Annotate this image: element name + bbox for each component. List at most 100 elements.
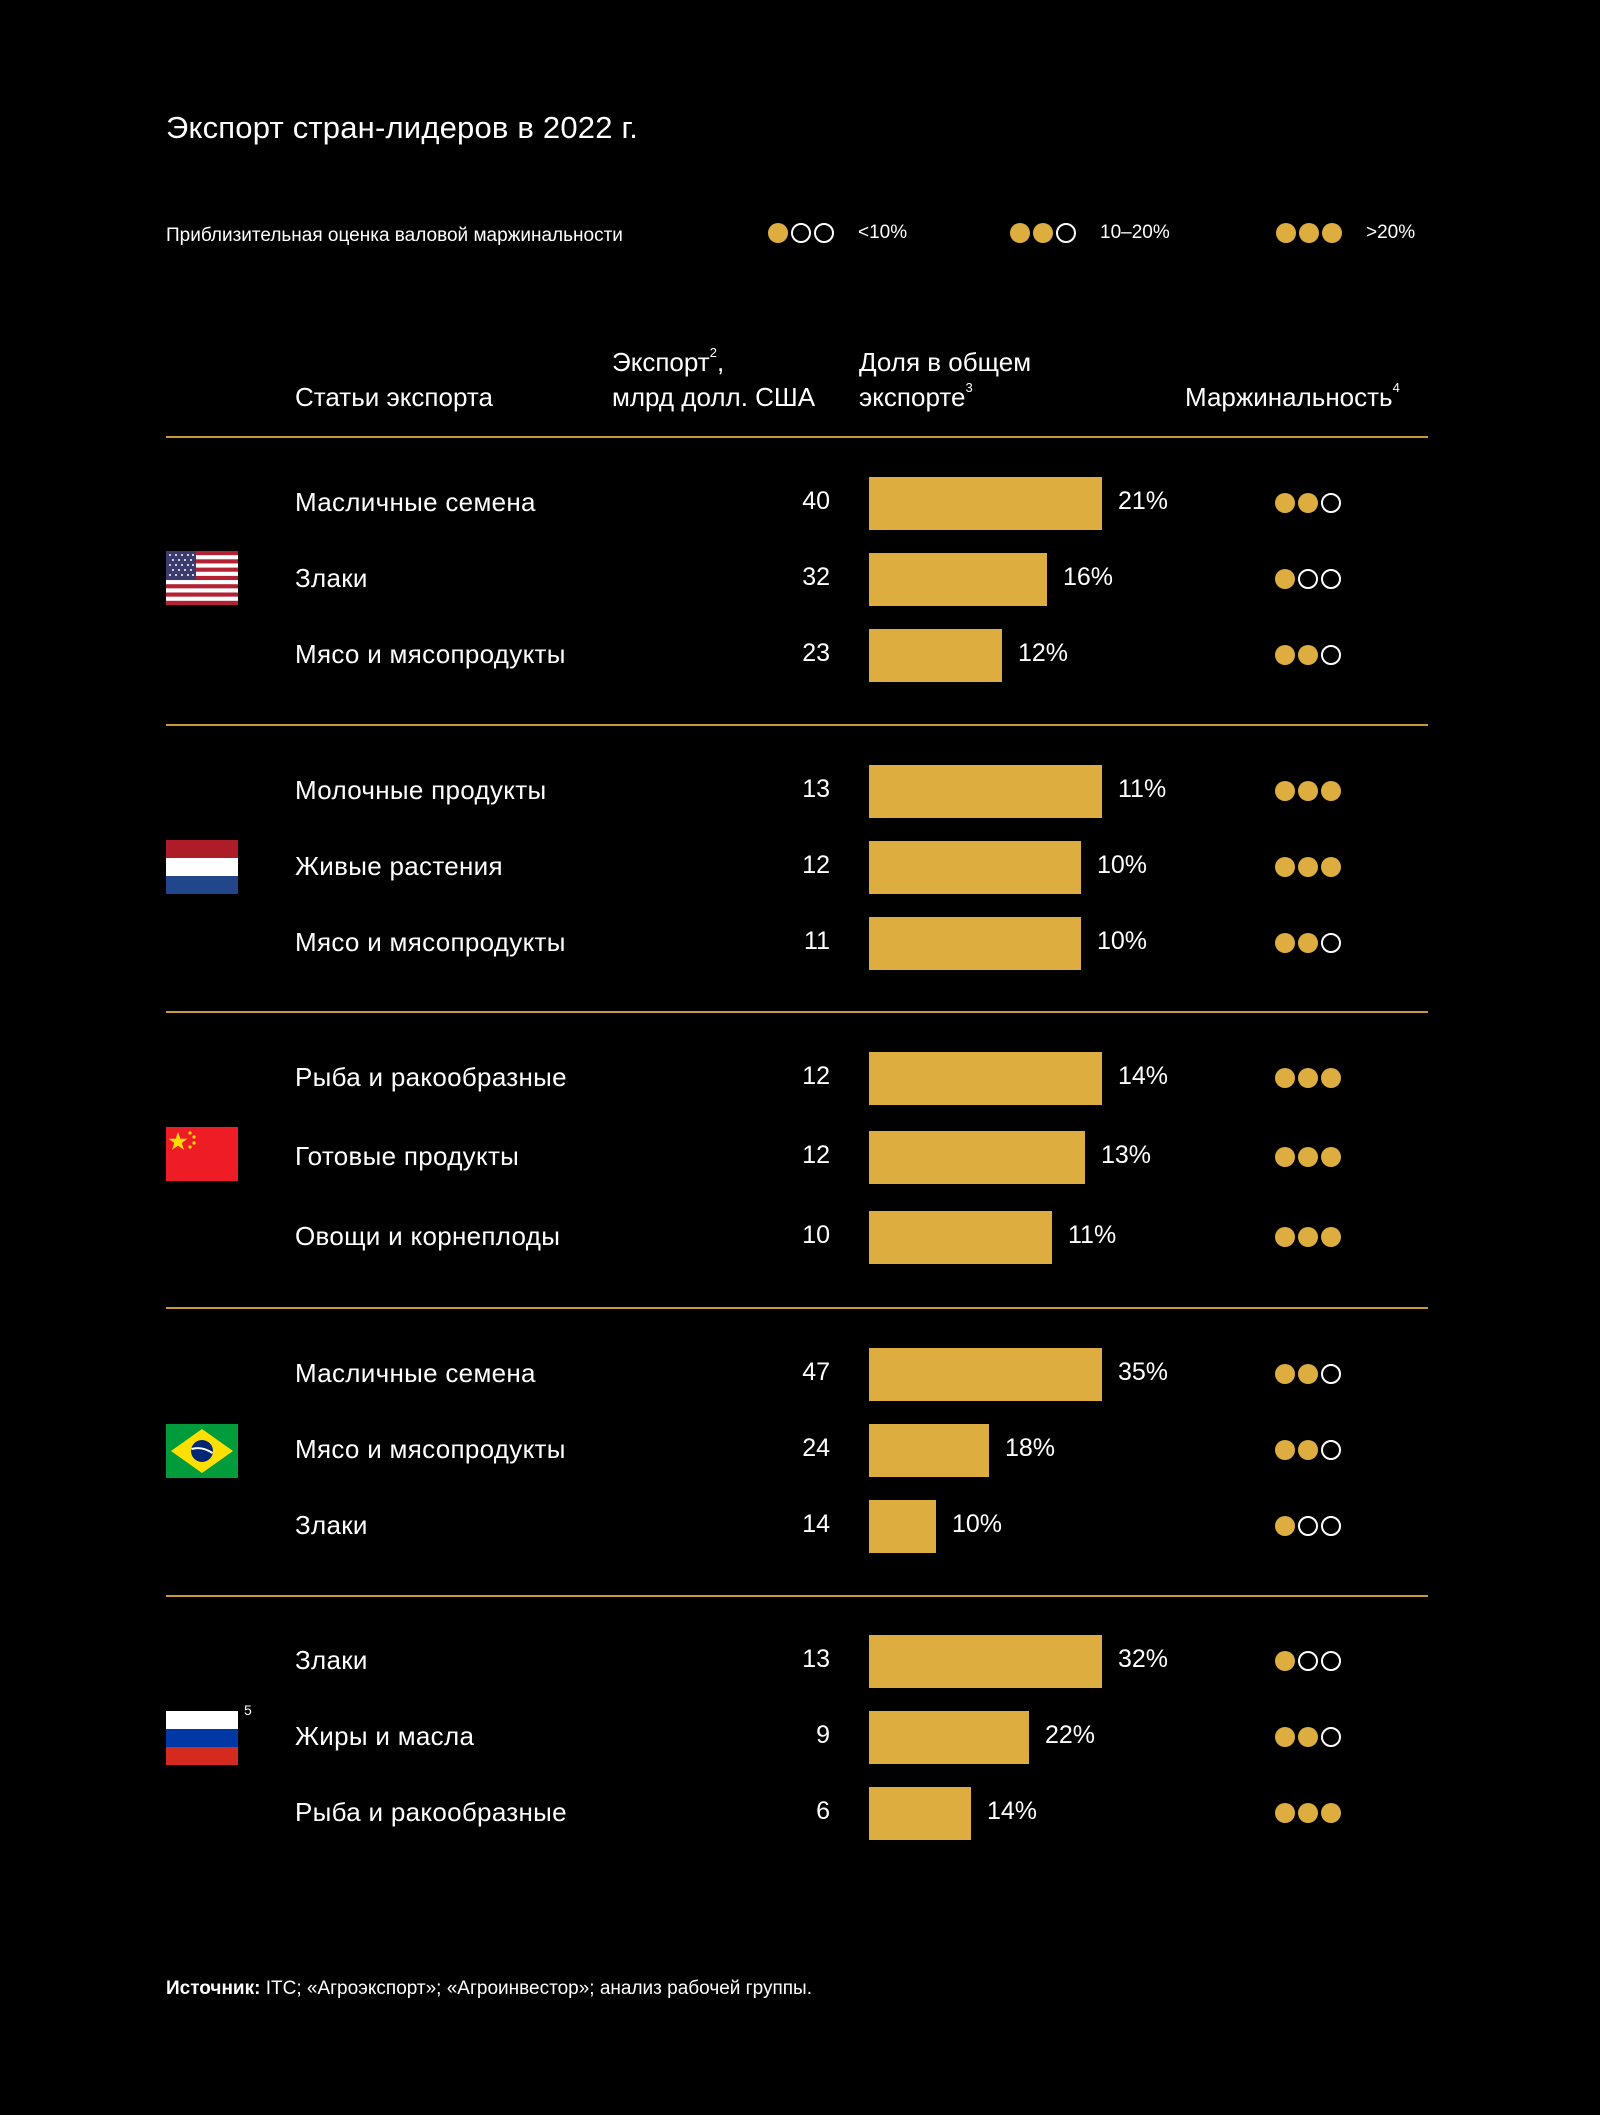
margin-dot-filled <box>1298 933 1318 953</box>
margin-dot-filled <box>1298 1803 1318 1823</box>
share-bar <box>869 1052 1102 1105</box>
export-value: 12 <box>802 1141 830 1169</box>
export-item-label: Злаки <box>295 1510 368 1540</box>
share-bar <box>869 1424 989 1477</box>
netherlands-flag-icon <box>166 840 238 894</box>
share-bar <box>869 1635 1102 1688</box>
margin-dot-empty <box>1321 645 1341 665</box>
export-item-label: Молочные продукты <box>295 775 547 805</box>
margin-dots-icon <box>1275 1516 1341 1536</box>
russia-flag-icon <box>166 1711 238 1765</box>
share-bar <box>869 1131 1085 1184</box>
header-share: Доля в общем экспорте3 <box>859 347 1032 412</box>
margin-dot-filled <box>1298 1364 1318 1384</box>
share-bar <box>869 841 1081 894</box>
margin-dot-filled <box>1275 1803 1295 1823</box>
legend-text: <10% <box>858 222 908 243</box>
margin-dot-filled <box>1275 781 1295 801</box>
share-bar <box>869 1787 971 1840</box>
share-label: 11% <box>1068 1221 1117 1249</box>
divider <box>166 724 1428 726</box>
export-item-label: Рыба и ракообразные <box>295 1797 567 1827</box>
export-value: 6 <box>816 1797 830 1825</box>
margin-dot-filled <box>1275 645 1295 665</box>
margin-dot-filled <box>1321 1803 1341 1823</box>
share-label: 18% <box>1005 1434 1056 1462</box>
margin-dot-filled <box>1275 493 1295 513</box>
margin-dot-empty <box>1321 1364 1341 1384</box>
share-bar <box>869 1211 1052 1264</box>
margin-dot-filled <box>1298 493 1318 513</box>
margin-dots-icon <box>1275 493 1341 513</box>
share-label: 12% <box>1018 639 1069 667</box>
export-item-label: Масличные семена <box>295 1358 536 1388</box>
share-label: 13% <box>1101 1141 1152 1169</box>
margin-dot-filled <box>1275 1364 1295 1384</box>
export-value: 24 <box>802 1434 830 1462</box>
legend-text: >20% <box>1366 222 1416 243</box>
margin-dots-icon <box>768 223 834 243</box>
margin-dot-filled <box>1275 933 1295 953</box>
margin-dot-empty <box>1321 1516 1341 1536</box>
margin-dots-icon <box>1275 933 1341 953</box>
margin-dot-filled <box>1275 569 1295 589</box>
share-bar <box>869 765 1102 818</box>
export-item-label: Злаки <box>295 1645 368 1675</box>
export-item-label: Масличные семена <box>295 487 536 517</box>
export-item-label: Мясо и мясопродукты <box>295 927 566 957</box>
share-label: 10% <box>1097 927 1148 955</box>
margin-dots-icon <box>1275 1440 1341 1460</box>
export-value: 47 <box>802 1358 830 1386</box>
share-label: 14% <box>1118 1062 1169 1090</box>
share-bar <box>869 917 1081 970</box>
header-items: Статьи экспорта <box>295 382 493 412</box>
margin-dot-empty <box>1321 569 1341 589</box>
margin-dots-icon <box>1010 223 1076 243</box>
export-value: 40 <box>802 487 830 515</box>
margin-dot-filled <box>1321 1068 1341 1088</box>
footnote-mark: 5 <box>244 1702 252 1718</box>
export-item-label: Готовые продукты <box>295 1141 520 1171</box>
margin-dot-filled <box>1298 781 1318 801</box>
margin-dot-empty <box>1298 569 1318 589</box>
margin-dot-empty <box>1321 1727 1341 1747</box>
export-value: 23 <box>802 639 830 667</box>
margin-legend: Приблизительная оценка валовой маржиналь… <box>166 222 1428 252</box>
margin-dot-empty <box>1298 1516 1318 1536</box>
margin-dot-empty <box>1321 493 1341 513</box>
share-label: 16% <box>1063 563 1114 591</box>
share-label: 11% <box>1118 775 1167 803</box>
margin-dots-icon <box>1275 1227 1341 1247</box>
header-margin: Маржинальность4 <box>1185 380 1400 412</box>
legend-label: Приблизительная оценка валовой маржиналь… <box>166 225 623 246</box>
export-value: 12 <box>802 1062 830 1090</box>
share-bar <box>869 1711 1029 1764</box>
share-bar <box>869 1348 1102 1401</box>
margin-dot-filled <box>1275 1440 1295 1460</box>
margin-dots-icon <box>1275 569 1341 589</box>
margin-dot-filled <box>1298 645 1318 665</box>
export-item-label: Жиры и масла <box>295 1721 475 1751</box>
margin-dot-filled <box>1298 1440 1318 1460</box>
margin-dots-icon <box>1275 1147 1341 1167</box>
margin-dots-icon <box>1275 1803 1341 1823</box>
divider <box>166 1011 1428 1013</box>
margin-dot-filled <box>1298 1727 1318 1747</box>
export-item-label: Живые растения <box>295 851 503 881</box>
margin-dot-filled <box>1321 857 1341 877</box>
export-value: 13 <box>802 1645 830 1673</box>
margin-dot-filled <box>1298 1147 1318 1167</box>
export-value: 32 <box>802 563 830 591</box>
margin-dot-empty <box>1298 1651 1318 1671</box>
export-item-label: Рыба и ракообразные <box>295 1062 567 1092</box>
margin-dot-filled <box>1275 1516 1295 1536</box>
margin-dot-filled <box>1275 1727 1295 1747</box>
source-text: ITC; «Агроэкспорт»; «Агроинвестор»; анал… <box>260 1978 812 1999</box>
share-label: 32% <box>1118 1645 1169 1673</box>
margin-dots-icon <box>1275 1727 1341 1747</box>
share-label: 10% <box>952 1510 1003 1538</box>
share-bar <box>869 553 1047 606</box>
margin-dots-icon <box>1275 1068 1341 1088</box>
divider <box>166 1307 1428 1309</box>
margin-dots-icon <box>1276 223 1342 243</box>
